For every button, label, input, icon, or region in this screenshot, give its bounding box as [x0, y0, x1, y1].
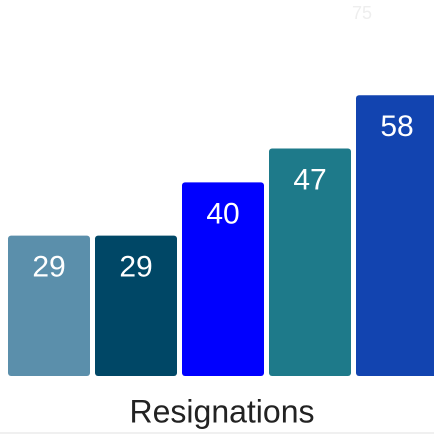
bar [269, 148, 351, 376]
bar-value-label: 29 [32, 251, 65, 284]
bar-value-label: 58 [380, 110, 413, 143]
bar-value-label: 47 [293, 163, 326, 196]
bar [182, 182, 264, 376]
bar-value-label: 29 [119, 251, 152, 284]
y-tick-label: 75 [352, 3, 372, 23]
chart-title: Resignations [130, 393, 315, 429]
bar [8, 235, 90, 376]
bar [95, 235, 177, 376]
bar-value-label: 40 [206, 197, 239, 230]
bar [356, 95, 434, 376]
